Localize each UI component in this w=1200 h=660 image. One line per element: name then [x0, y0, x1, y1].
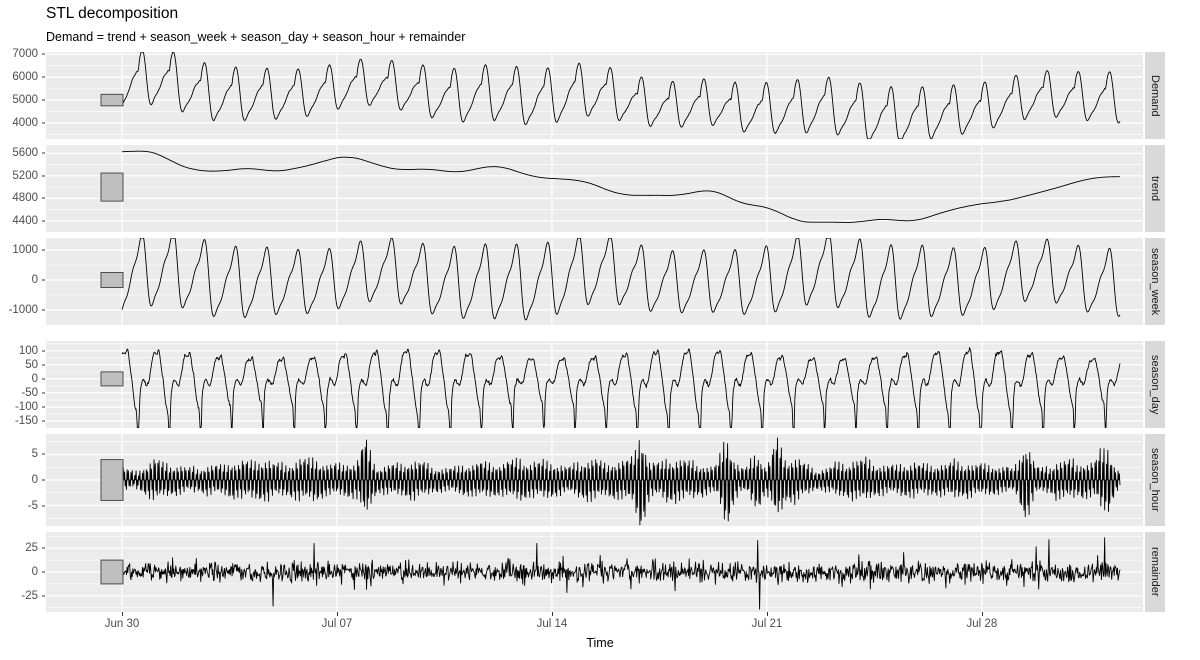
- facet-strip-season_hour: season_hour: [1145, 434, 1165, 526]
- y-axis-tick-mark: [42, 453, 45, 455]
- scale-bar: [100, 559, 124, 585]
- y-axis-tick-label: 5200: [12, 169, 38, 182]
- x-axis-title: Time: [586, 636, 614, 650]
- y-axis-tick-mark: [42, 595, 45, 597]
- scale-bar: [100, 371, 124, 387]
- y-axis-tick-label: -100: [14, 400, 38, 413]
- panel-season_hour: [46, 434, 1143, 526]
- y-axis-tick-mark: [42, 76, 45, 78]
- facet-strip-label: season_day: [1149, 354, 1161, 415]
- panel-remainder: [46, 532, 1143, 612]
- y-axis-tick-label: 4800: [12, 192, 38, 205]
- y-axis-tick-mark: [42, 392, 45, 394]
- y-axis-tick-mark: [42, 309, 45, 311]
- y-axis-tick-label: 0: [31, 474, 38, 486]
- panel-demand: [46, 52, 1143, 139]
- y-axis-tick-label: 0: [31, 566, 38, 578]
- panel-season_day: [46, 341, 1143, 428]
- plot-title: STL decomposition: [46, 5, 179, 22]
- x-axis-tick-label: Jul 14: [536, 618, 568, 630]
- y-axis-tick-mark: [42, 406, 45, 408]
- y-axis-tick-mark: [42, 197, 45, 199]
- y-axis-tick-label: -25: [21, 589, 38, 602]
- x-axis-tick-label: Jul 28: [966, 618, 998, 630]
- series-line: [121, 238, 1121, 321]
- y-axis-tick-mark: [42, 479, 45, 481]
- y-axis-tick-label: -1000: [8, 304, 38, 316]
- facet-strip-demand: Demand: [1145, 52, 1165, 139]
- y-axis-tick-label: 6000: [12, 71, 38, 84]
- y-axis-tick-mark: [42, 122, 45, 124]
- facet-strip-season_week: season_week: [1145, 238, 1165, 325]
- y-axis-tick-mark: [42, 279, 45, 281]
- series-line: [121, 150, 1120, 223]
- y-axis-tick-label: -50: [21, 386, 38, 399]
- facet-strip-season_day: season_day: [1145, 341, 1165, 428]
- y-axis-tick-mark: [42, 350, 45, 352]
- y-axis-tick-mark: [42, 53, 45, 55]
- y-axis-tick-mark: [42, 220, 45, 222]
- plot-subtitle: Demand = trend + season_week + season_da…: [46, 30, 466, 44]
- facet-strip-label: Demand: [1149, 74, 1161, 117]
- y-axis-tick-mark: [42, 249, 45, 251]
- y-axis-tick-label: 0: [31, 372, 38, 385]
- panel-trend: [46, 145, 1143, 232]
- y-axis-tick-mark: [42, 547, 45, 549]
- facet-strip-label: trend: [1149, 175, 1161, 202]
- y-axis-tick-label: 25: [25, 542, 38, 555]
- x-axis-tick-mark: [551, 612, 553, 616]
- y-axis-tick-mark: [42, 505, 45, 507]
- y-axis-tick-mark: [42, 420, 45, 422]
- y-axis-tick-label: 5600: [12, 147, 38, 160]
- y-axis-tick-label: 7000: [12, 48, 38, 61]
- panel-season_week: [46, 238, 1143, 325]
- y-axis-tick-label: 5: [31, 448, 38, 461]
- x-axis-tick-label: Jul 21: [751, 618, 783, 630]
- x-axis-tick-mark: [122, 612, 123, 616]
- y-axis-tick-mark: [42, 175, 45, 177]
- y-axis-tick-mark: [42, 152, 45, 154]
- y-axis-tick-label: 50: [25, 358, 38, 371]
- series-line: [121, 537, 1121, 610]
- x-axis-tick-mark: [766, 612, 768, 616]
- y-axis-tick-mark: [42, 99, 45, 101]
- y-axis-tick-mark: [42, 378, 45, 380]
- series-line: [121, 347, 1121, 428]
- series-line: [121, 52, 1121, 139]
- y-axis-tick-label: 4400: [12, 214, 38, 227]
- y-axis-tick-label: -150: [14, 414, 38, 427]
- facet-strip-label: season_week: [1149, 247, 1161, 316]
- series-line: [121, 437, 1121, 526]
- facet-strip-remainder: remainder: [1145, 532, 1165, 612]
- y-axis-tick-mark: [42, 571, 45, 573]
- scale-bar: [100, 272, 124, 288]
- y-axis-tick-label: 4000: [12, 116, 38, 129]
- scale-bar: [100, 93, 124, 107]
- x-axis-tick-label: Jun 30: [104, 618, 140, 630]
- scale-bar: [100, 459, 124, 501]
- x-axis-tick-mark: [981, 612, 983, 616]
- facet-strip-trend: trend: [1145, 145, 1165, 232]
- x-axis-tick-mark: [336, 612, 338, 616]
- y-axis-tick-label: 5000: [12, 94, 38, 107]
- facet-strip-label: season_hour: [1149, 448, 1161, 512]
- y-axis-tick-label: 0: [31, 274, 38, 286]
- facet-strip-label: remainder: [1149, 547, 1161, 597]
- x-axis-tick-label: Jul 07: [321, 618, 353, 630]
- y-axis-tick-label: 100: [18, 344, 38, 357]
- y-axis-tick-label: -5: [27, 499, 38, 512]
- y-axis-tick-mark: [42, 364, 45, 366]
- scale-bar: [100, 172, 124, 202]
- y-axis-tick-label: 1000: [12, 244, 38, 256]
